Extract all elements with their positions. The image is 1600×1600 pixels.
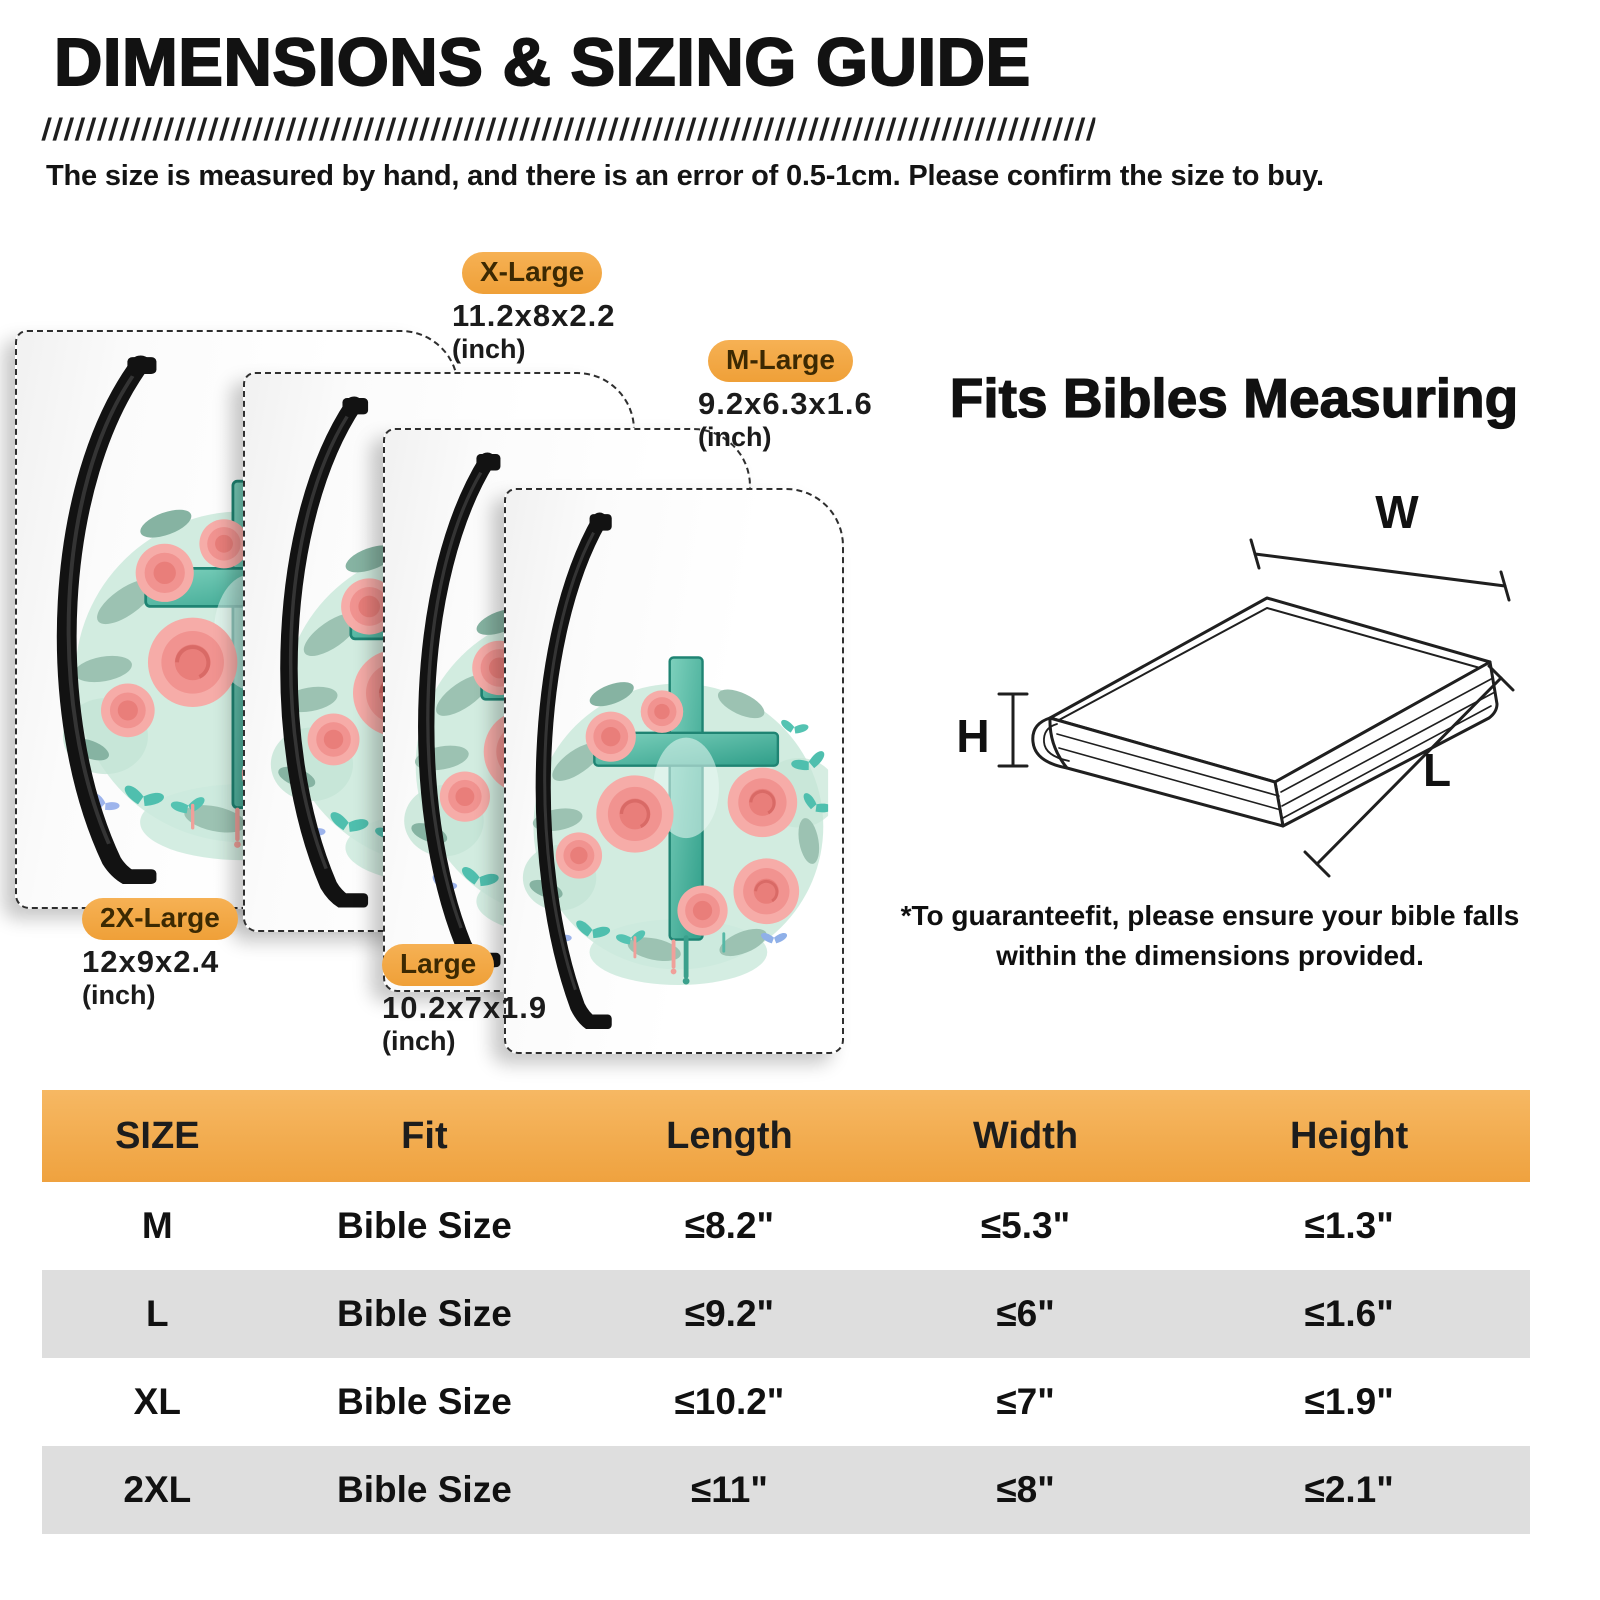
size-table-header: SIZE Fit Length Width Height xyxy=(42,1090,1530,1182)
bible-cover-m-large xyxy=(504,488,844,1054)
page-title: DIMENSIONS & SIZING GUIDE xyxy=(53,24,1031,101)
fit-note-line2: within the dimensions provided. xyxy=(996,939,1424,971)
col-header-height: Height xyxy=(1290,1114,1409,1157)
cell-height: ≤2.1" xyxy=(1304,1469,1394,1510)
size-badge: 2X-Large xyxy=(82,898,238,941)
cell-height: ≤1.6" xyxy=(1304,1293,1394,1334)
size-dimensions: 9.2x6.3x1.6 xyxy=(698,386,873,422)
cell-fit: Bible Size xyxy=(337,1205,512,1246)
size-badge: X-Large xyxy=(462,252,603,295)
cell-length: ≤11" xyxy=(690,1469,768,1510)
cell-fit: Bible Size xyxy=(337,1293,512,1334)
table-row-l: L Bible Size ≤9.2" ≤6" ≤1.6" xyxy=(42,1270,1530,1358)
cell-size: XL xyxy=(133,1381,181,1422)
size-table: SIZE Fit Length Width Height M Bible Siz… xyxy=(42,1090,1530,1534)
cell-fit: Bible Size xyxy=(337,1381,512,1422)
cell-fit: Bible Size xyxy=(337,1469,512,1510)
size-tag-2x-large: 2X-Large 12x9x2.4 (inch) xyxy=(82,898,238,1010)
col-header-width: Width xyxy=(972,1114,1079,1157)
col-header-fit: Fit xyxy=(401,1114,448,1157)
fits-bibles-heading: Fits Bibles Measuring xyxy=(949,366,1519,429)
handle-strap xyxy=(261,396,377,908)
size-tag-m-large: M-Large 9.2x6.3x1.6 (inch) xyxy=(698,340,873,452)
book-diagram: W H L xyxy=(956,486,1515,878)
cell-length: ≤9.2" xyxy=(684,1293,775,1334)
width-dimension-label: W xyxy=(1375,486,1419,538)
size-unit: (inch) xyxy=(82,980,156,1011)
cell-length: ≤8.2" xyxy=(684,1205,775,1246)
handle-strap xyxy=(400,452,509,967)
length-dimension-label: L xyxy=(1423,744,1451,796)
cell-width: ≤7" xyxy=(996,1381,1055,1422)
size-badge: Large xyxy=(382,944,495,987)
cell-size: L xyxy=(146,1293,169,1334)
size-unit: (inch) xyxy=(452,334,526,365)
cell-size: M xyxy=(141,1205,173,1246)
cell-width: ≤8" xyxy=(996,1469,1055,1510)
table-row-xl: XL Bible Size ≤10.2" ≤7" ≤1.9" xyxy=(42,1358,1530,1446)
cell-width: ≤5.3" xyxy=(980,1205,1071,1246)
handle-strap xyxy=(35,355,167,884)
size-unit: (inch) xyxy=(382,1026,456,1057)
cell-size: 2XL xyxy=(123,1469,192,1510)
col-header-size: SIZE xyxy=(115,1114,200,1157)
cell-width: ≤6" xyxy=(996,1293,1055,1334)
fit-guarantee-note: *To guaranteefit, please ensure your bib… xyxy=(878,896,1542,976)
size-tag-large: Large 10.2x7x1.9 (inch) xyxy=(382,944,547,1056)
cell-length: ≤10.2" xyxy=(674,1381,785,1422)
size-dimensions: 12x9x2.4 xyxy=(82,944,220,980)
size-badge: M-Large xyxy=(708,340,853,383)
height-dimension-label: H xyxy=(956,710,989,762)
cell-height: ≤1.9" xyxy=(1304,1381,1394,1422)
size-unit: (inch) xyxy=(698,422,772,453)
measurement-disclaimer: The size is measured by hand, and there … xyxy=(46,160,1324,192)
size-tag-x-large: X-Large 11.2x8x2.2 (inch) xyxy=(452,252,615,364)
table-row-2xl: 2XL Bible Size ≤11" ≤8" ≤2.1" xyxy=(42,1446,1530,1534)
col-header-length: Length xyxy=(666,1114,793,1157)
cell-height: ≤1.3" xyxy=(1304,1205,1394,1246)
hatch-divider: ////////////////////////////////////////… xyxy=(40,112,1097,147)
fit-note-line1: *To guaranteefit, please ensure your bib… xyxy=(900,900,1520,931)
size-dimensions: 10.2x7x1.9 xyxy=(382,990,548,1026)
table-row-m: M Bible Size ≤8.2" ≤5.3" ≤1.3" xyxy=(42,1182,1530,1270)
size-dimensions: 11.2x8x2.2 xyxy=(452,298,616,334)
